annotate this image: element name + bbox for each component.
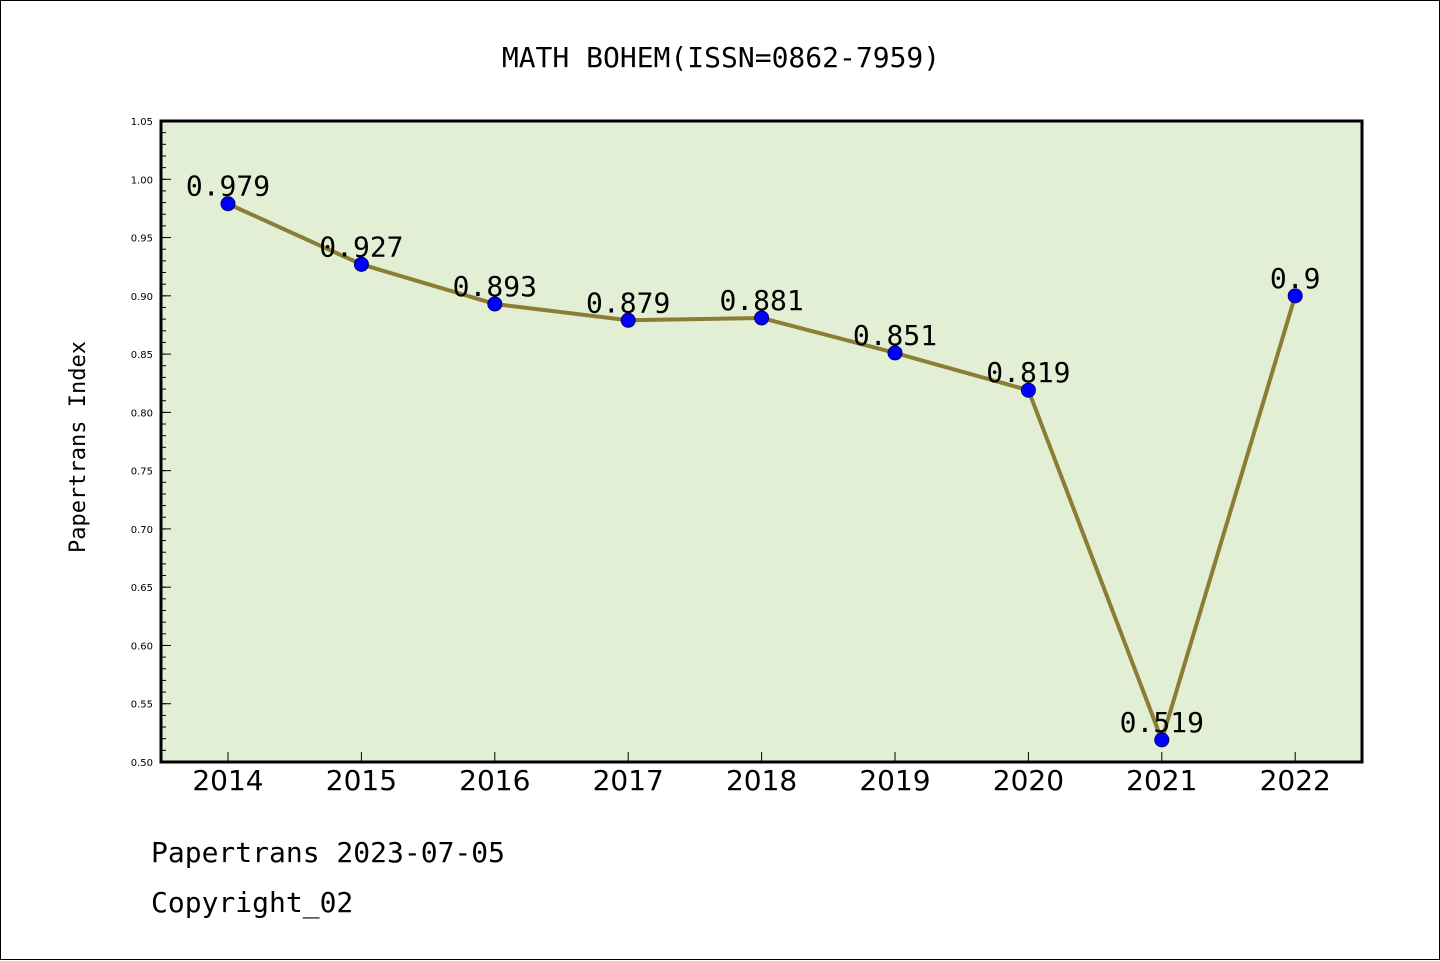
x-tick-label: 2022 [1260,764,1331,797]
data-label: 0.927 [319,230,403,263]
data-point [1287,288,1303,304]
data-point [754,310,770,326]
y-tick-label: 0.65 [131,583,153,594]
y-tick-label: 0.55 [131,700,153,711]
plot-area [159,119,1364,764]
x-tick-label: 2017 [593,764,664,797]
data-label: 0.879 [586,286,670,319]
y-tick-label: 0.90 [131,292,153,303]
y-tick-label: 1.05 [131,117,153,128]
data-label: 0.893 [453,270,537,303]
y-tick-label: 0.85 [131,350,153,361]
y-axis: 0.50 0.55 0.60 0.65 0.70 0.75 0.80 0.85 0.90 0.95… [131,117,171,769]
data-label: 0.881 [719,284,803,317]
y-tick-label: 0.95 [131,234,153,245]
y-tick-label: 0.75 [131,467,153,478]
data-label: 0.851 [853,319,937,352]
x-tick-label: 2015 [326,764,397,797]
chart-title: MATH BOHEM(ISSN=0862-7959) [502,41,940,74]
data-point [487,296,503,312]
data-label: 0.979 [186,170,270,203]
x-tick-label: 2018 [726,764,797,797]
y-axis-label: Papertrans Index [66,341,91,553]
y-tick-label: 1.00 [131,175,153,186]
data-label: 0.9 [1270,262,1321,295]
x-axis: 2014 2015 2016 2017 2018 2019 2020 2021 2022 [192,752,1331,797]
x-tick-label: 2019 [859,764,930,797]
data-point [353,256,369,272]
footer-date-text: Papertrans 2023-07-05 [151,836,506,869]
y-tick-label: 0.50 [131,758,153,769]
x-tick-label: 2016 [459,764,530,797]
data-label: 0.519 [1120,706,1204,739]
data-point [1020,382,1036,398]
data-point [1154,732,1170,748]
data-label: 0.819 [986,356,1070,389]
data-point [220,196,236,212]
data-point [620,312,636,328]
footer-copyright-text: Copyright_02 [151,886,354,919]
data-labels: 0.979 0.927 0.893 0.879 0.881 0.851 0.819 0.519… [186,170,1321,739]
x-tick-label: 2021 [1126,764,1197,797]
x-tick-label: 2020 [993,764,1064,797]
data-point [887,345,903,361]
y-tick-label: 0.80 [131,408,153,419]
data-markers [220,196,1303,748]
y-tick-label: 0.70 [131,525,153,536]
x-tick-label: 2014 [192,764,263,797]
y-tick-label: 0.60 [131,641,153,652]
